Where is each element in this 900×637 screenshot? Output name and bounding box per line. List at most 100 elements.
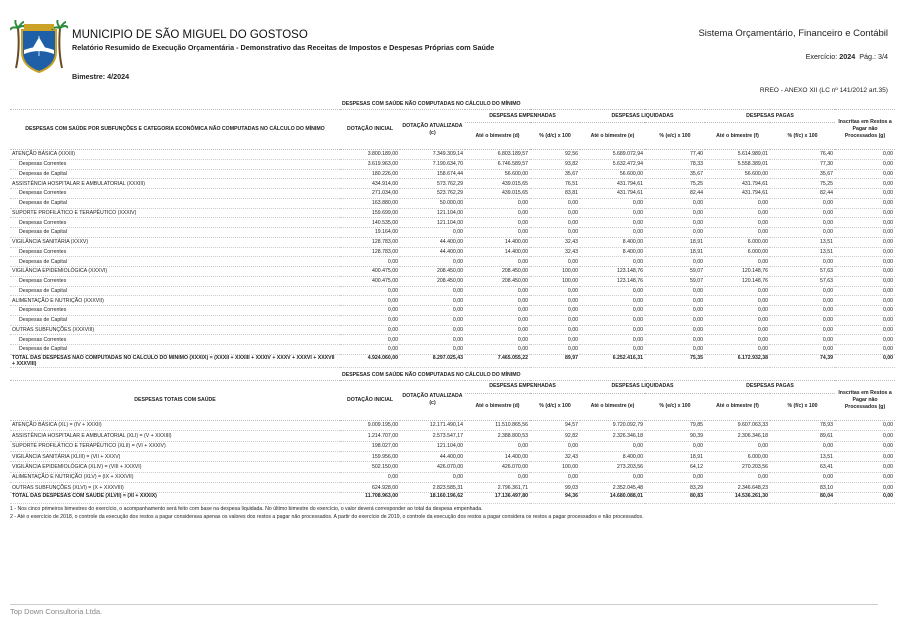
- cell: 0,00: [340, 315, 400, 326]
- cell: 434.914,00: [340, 178, 400, 189]
- cell: 0,00: [580, 256, 645, 267]
- cell: 0,00: [835, 276, 896, 287]
- table-title: DESPESAS COM SAÚDE NÃO COMPUTADAS NO CÁL…: [340, 100, 896, 110]
- unprocessed-header: Inscritas em Restos a Pagar não Processa…: [835, 380, 896, 421]
- cell: 0,00: [835, 461, 896, 473]
- cell: 76,51: [530, 178, 580, 189]
- sub-header: Até o bimestre (f): [705, 393, 770, 421]
- cell: 0,00: [835, 188, 896, 199]
- cell: 2.823.585,31: [400, 482, 465, 494]
- cell: 17.136.497,80: [465, 492, 530, 504]
- cell: 83,10: [770, 482, 835, 494]
- cell: 0,00: [465, 286, 530, 297]
- table-body: ATENÇÃO BÁSICA (XXXII) 3.800.189,00 7.349.…: [10, 149, 896, 368]
- footer-rule: [10, 604, 878, 605]
- cell: 0,00: [400, 227, 465, 238]
- cell: 0,00: [400, 286, 465, 297]
- cell: 0,00: [580, 325, 645, 336]
- row: ASSISTÊNCIA HOSPITALAR E AMBULATORIAL (X…: [10, 430, 896, 442]
- cell: 0,00: [465, 227, 530, 238]
- sub-header: Até o bimestre (e): [580, 122, 645, 150]
- row: ALIMENTAÇÃO E NUTRIÇÃO (XLV) = (IX + XXX…: [10, 472, 896, 484]
- sub-header: Até o bimestre (e): [580, 393, 645, 421]
- cell: 0,00: [645, 256, 705, 267]
- cell: 0,00: [465, 208, 530, 219]
- cell: 121.104,00: [400, 217, 465, 228]
- cell: 180.226,00: [340, 169, 400, 180]
- cell: 0,00: [835, 159, 896, 170]
- row-label: Despesas de Capital: [10, 344, 340, 355]
- cell: 59,07: [645, 276, 705, 287]
- data-table: DESPESAS COM SAÚDE NÃO COMPUTADAS NO CÁL…: [10, 370, 896, 504]
- cell: 121.104,00: [400, 208, 465, 219]
- cell: 56.600,00: [705, 169, 770, 180]
- cell: 100,00: [530, 276, 580, 287]
- cell: 0,00: [580, 286, 645, 297]
- sub-header: % (f/c) x 100: [770, 393, 835, 421]
- group-header: DESPESAS LIQUIDADAS: [580, 109, 705, 123]
- cell: 0,00: [705, 286, 770, 297]
- cell: 0,00: [530, 334, 580, 345]
- cell: 14.400,00: [465, 247, 530, 258]
- cell: 0,00: [770, 344, 835, 355]
- cell: 0,00: [770, 325, 835, 336]
- cell: 57,63: [770, 266, 835, 277]
- cell: 0,00: [340, 295, 400, 306]
- cell: 431.794,61: [580, 188, 645, 199]
- cell: 0,00: [835, 237, 896, 248]
- cell: 0,00: [580, 315, 645, 326]
- cell: 0,00: [530, 217, 580, 228]
- cell: 0,00: [400, 344, 465, 355]
- cell: 0,00: [580, 334, 645, 345]
- row: VIGILÂNCIA EPIDEMIOLÓGICA (XLIV) = (VIII…: [10, 461, 896, 473]
- row: VIGILÂNCIA SANITÁRIA (XLIII) = (VII + XX…: [10, 451, 896, 463]
- sub-header: % (d/c) x 100: [530, 393, 580, 421]
- cell: 0,00: [770, 334, 835, 345]
- cell: 5.558.389,01: [705, 159, 770, 170]
- table-head: DESPESAS COM SAÚDE NÃO COMPUTADAS NO CÁL…: [10, 100, 896, 150]
- cell: 0,00: [835, 344, 896, 355]
- total-row: TOTAL DAS DESPESAS NÃO COMPUTADAS NO CÁL…: [10, 354, 896, 368]
- cell: 624.928,00: [340, 482, 400, 494]
- total-row: TOTAL DAS DESPESAS COM SAÚDE (XLVII) = (…: [10, 492, 896, 504]
- cell: 90,39: [645, 430, 705, 442]
- cell: 0,00: [465, 334, 530, 345]
- cell: 0,00: [770, 208, 835, 219]
- cell: 0,00: [645, 295, 705, 306]
- cell: 57,63: [770, 276, 835, 287]
- cell: 5.689.072,94: [580, 149, 645, 160]
- cell: 7.349.309,14: [400, 149, 465, 160]
- cell: 0,00: [835, 441, 896, 452]
- cell: 18,91: [645, 247, 705, 258]
- row-label: Despesas Correntes: [10, 159, 340, 170]
- cell: 128.783,00: [340, 237, 400, 248]
- cell: 0,00: [400, 472, 465, 484]
- cell: 1.214.707,00: [340, 430, 400, 442]
- cell: 0,00: [835, 198, 896, 209]
- sub-header: % (d/c) x 100: [530, 122, 580, 150]
- label-header: DESPESAS TOTAIS COM SAÚDE: [10, 380, 340, 421]
- cell: 0,00: [835, 315, 896, 326]
- row: VIGILÂNCIA EPIDEMIOLÓGICA (XXXVI) 400.475…: [10, 266, 896, 277]
- cell: 9.607.063,33: [705, 420, 770, 432]
- row: SUPORTE PROFILÁTICO E TERAPÊUTICO (XLII)…: [10, 441, 896, 452]
- cell: 0,00: [530, 441, 580, 452]
- cell: 0,00: [580, 227, 645, 238]
- cell: 0,00: [580, 295, 645, 306]
- cell: 0,00: [465, 344, 530, 355]
- data-table: DESPESAS COM SAÚDE NÃO COMPUTADAS NO CÁL…: [10, 100, 896, 368]
- cell: 0,00: [835, 256, 896, 267]
- cell: 64,12: [645, 461, 705, 473]
- row-label: ALIMENTAÇÃO E NUTRIÇÃO (XXXVII): [10, 295, 340, 306]
- group-header: DESPESAS LIQUIDADAS: [580, 380, 705, 394]
- row-label: VIGILÂNCIA EPIDEMIOLÓGICA (XXXVI): [10, 266, 340, 277]
- exercise-label: Exercício:: [805, 52, 838, 61]
- cell: 120.148,76: [705, 276, 770, 287]
- cell: 271.034,00: [340, 188, 400, 199]
- cell: 158.674,44: [400, 169, 465, 180]
- row-label: Despesas Correntes: [10, 334, 340, 345]
- row-label: ASSISTÊNCIA HOSPITALAR E AMBULATORIAL (X…: [10, 430, 340, 442]
- row: OUTRAS SUBFUNÇÕES (XLVI) = (X + XXXVIII)…: [10, 482, 896, 494]
- cell: 0,00: [645, 305, 705, 316]
